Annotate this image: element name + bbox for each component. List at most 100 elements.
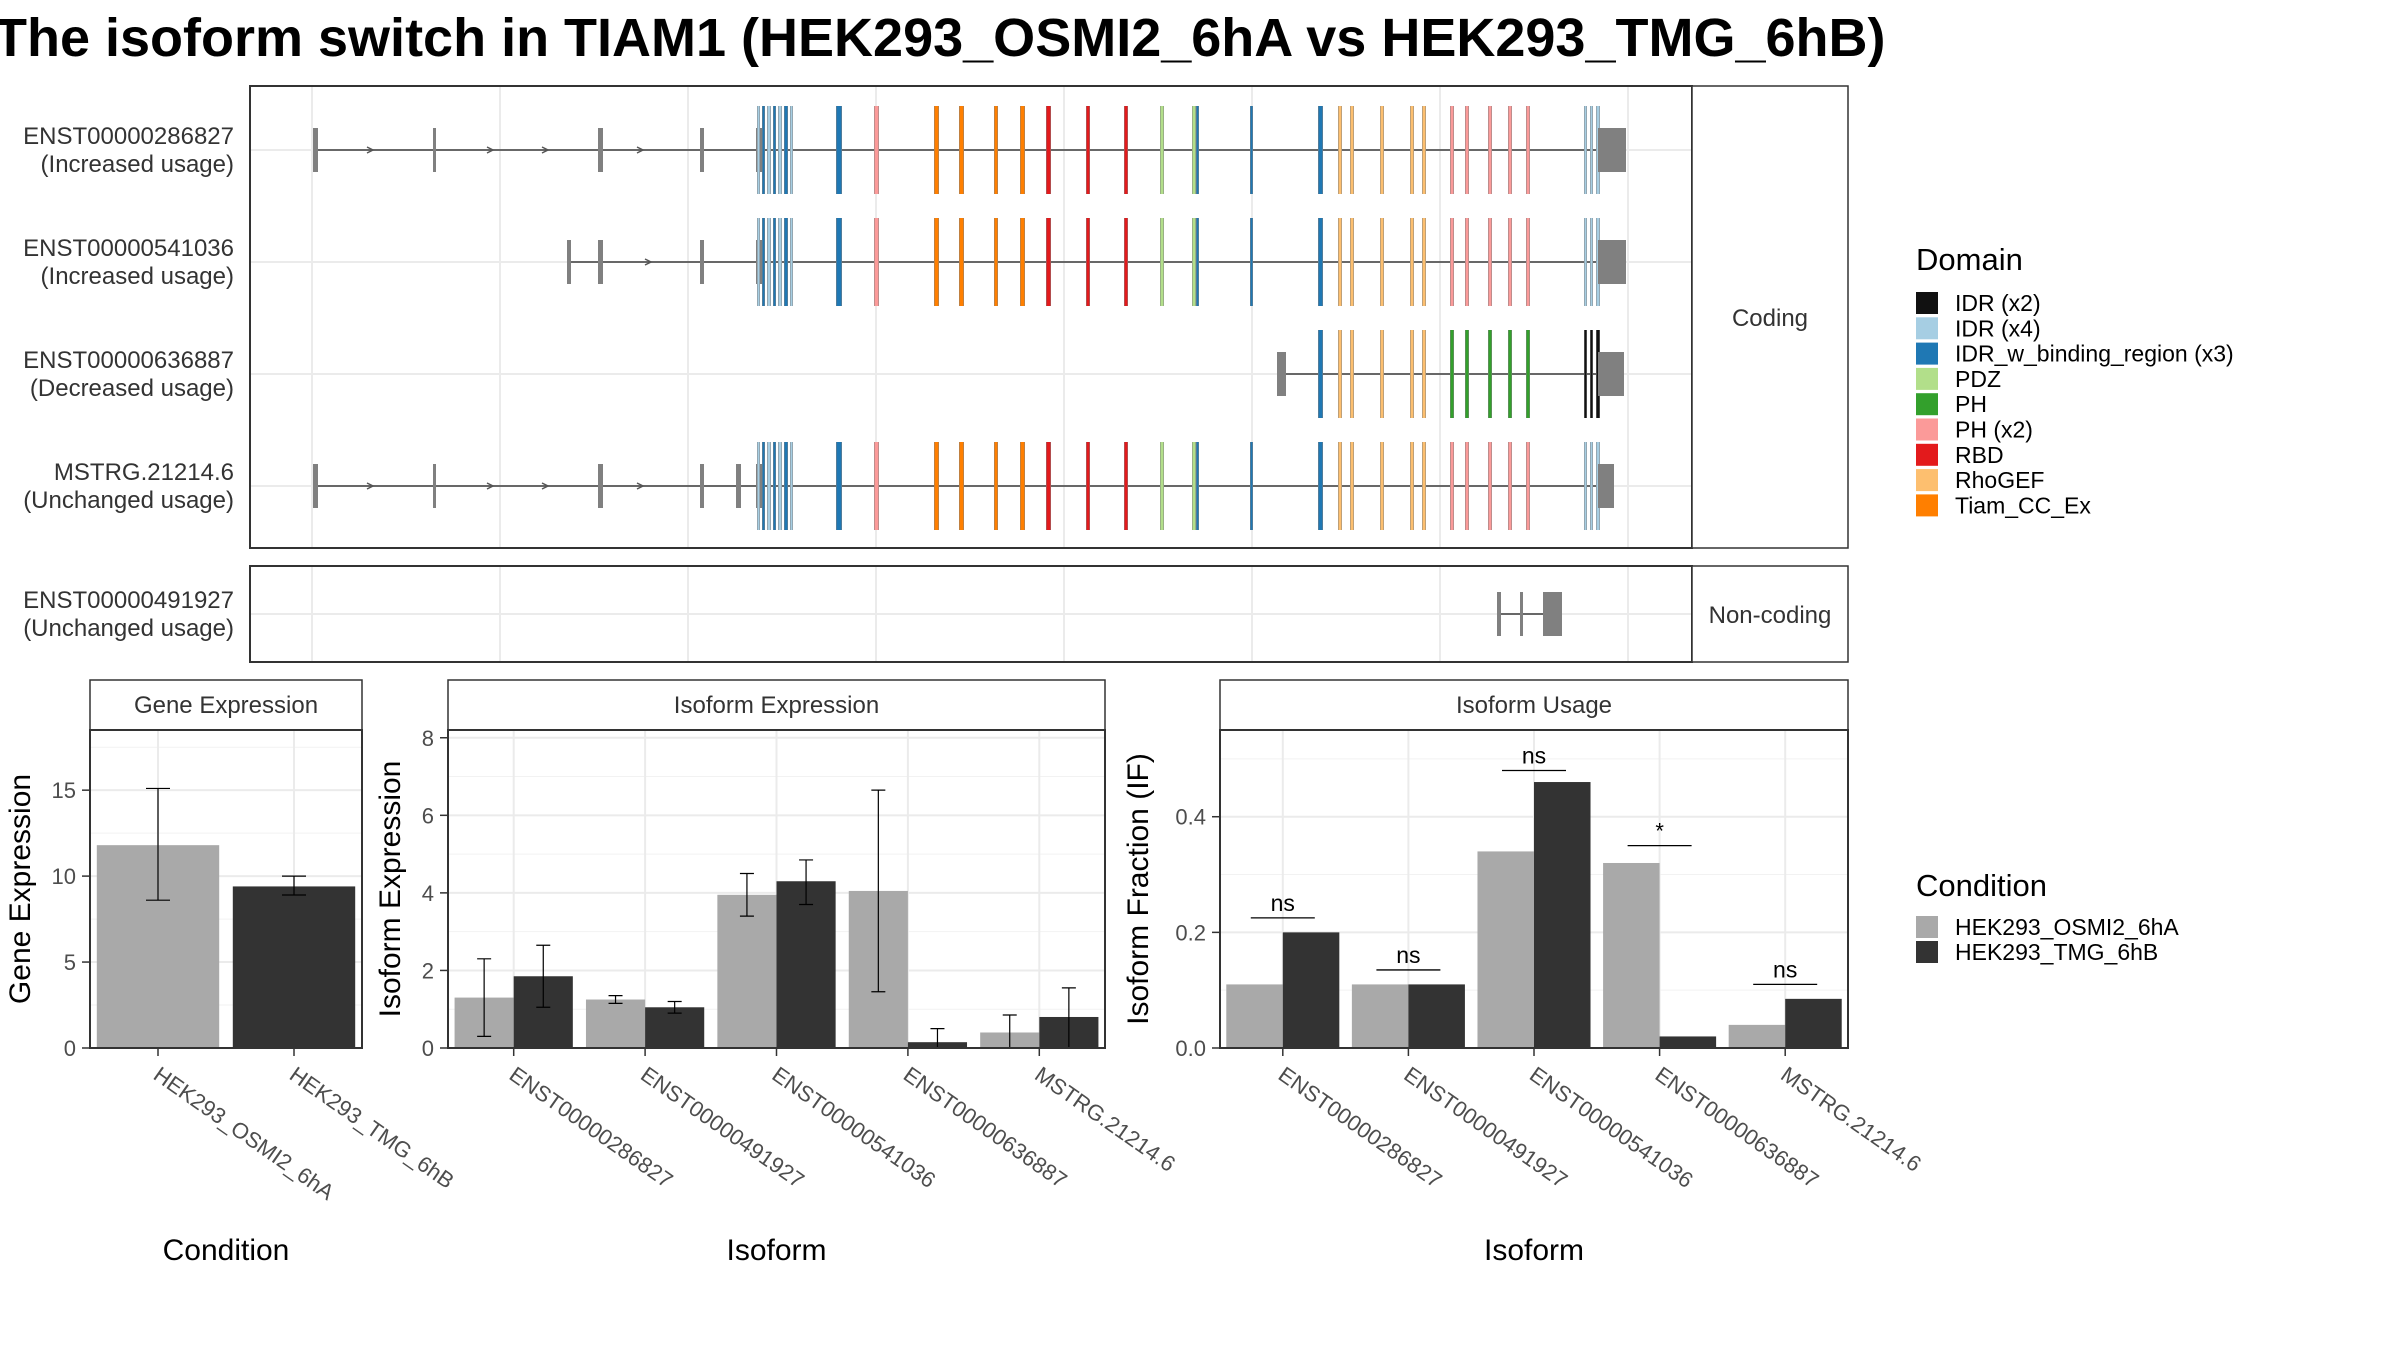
legend-swatch (1916, 367, 1938, 390)
error-bar (799, 859, 814, 906)
bar (776, 881, 836, 1048)
legend-label: PH (x2) (1955, 417, 2033, 443)
exon (433, 464, 436, 508)
y-tick-label: 4 (422, 881, 434, 906)
domain-band (790, 106, 793, 194)
domain-band (762, 442, 765, 530)
domain-band (1584, 218, 1587, 306)
domain-band (1160, 106, 1164, 194)
bar (1659, 1036, 1717, 1048)
domain-band (994, 106, 998, 194)
transcript-row: ENST00000636887(Decreased usage) (23, 330, 1624, 418)
domain-band (1380, 330, 1384, 418)
utr-exon (1598, 128, 1626, 172)
facet-strip-label: Non-coding (1709, 602, 1832, 629)
bar (232, 886, 356, 1048)
domain-band (959, 442, 964, 530)
transcript-id-label: ENST00000636887 (23, 347, 234, 374)
domain-band (773, 106, 776, 194)
legend-swatch (1916, 342, 1938, 365)
domain-band (1590, 106, 1593, 194)
legend-swatch (1916, 469, 1938, 492)
error-bar (667, 1000, 682, 1014)
utr-exon (1598, 464, 1614, 508)
domain-band (1450, 442, 1454, 530)
domain-band (1465, 218, 1469, 306)
y-tick-label: 0 (64, 1036, 76, 1061)
domain-band (994, 218, 998, 306)
domain-band (959, 106, 964, 194)
direction-arrow-icon (486, 146, 495, 154)
transcript-row: MSTRG.21214.6(Unchanged usage) (23, 442, 1614, 530)
y-tick-label: 5 (64, 950, 76, 975)
y-axis-label: Isoform Fraction (IF) (1122, 753, 1155, 1025)
transcript-id-label: MSTRG.21214.6 (54, 459, 234, 486)
error-bar (477, 958, 492, 1037)
domain-band (757, 218, 760, 306)
legend-swatch (1916, 941, 1938, 963)
exon (313, 464, 318, 508)
chart-title: Gene Expression (134, 692, 318, 719)
y-tick-label: 10 (52, 864, 76, 889)
domain-band (1192, 106, 1196, 194)
y-tick-label: 0.4 (1175, 805, 1206, 830)
domain-band (1410, 442, 1414, 530)
panel-border (447, 729, 1106, 1049)
domain-band (1250, 442, 1253, 530)
bar (1603, 862, 1660, 1048)
y-tick-label: 2 (422, 958, 434, 983)
domain-band (1508, 106, 1512, 194)
domain-band (836, 106, 842, 194)
significance-label: ns (1522, 742, 1546, 768)
transcript-structure-coding-panel: ENST00000286827(Increased usage) ENST0000… (23, 85, 1849, 549)
domain-band (1020, 106, 1025, 194)
domain-band (1590, 330, 1593, 418)
domain-band (1046, 218, 1051, 306)
domain-band (1590, 442, 1593, 530)
direction-arrow-icon (636, 482, 645, 490)
domain-band (1488, 106, 1492, 194)
direction-arrow-icon (541, 482, 550, 490)
utr-exon (1598, 352, 1624, 396)
y-tick-label: 0.2 (1175, 920, 1206, 945)
transcript-usage-label: (Increased usage) (41, 151, 234, 178)
domain-band (1046, 106, 1051, 194)
domain-band (1450, 218, 1454, 306)
domain-band (757, 442, 760, 530)
bar (1408, 984, 1465, 1048)
y-axis-label: Isoform Expression (374, 761, 407, 1018)
transcript-row: ENST00000286827(Increased usage) (23, 106, 1626, 194)
y-axis-label: Gene Expression (4, 774, 37, 1004)
domain-band (1410, 330, 1414, 418)
exon (1520, 592, 1523, 636)
direction-arrow-icon (541, 146, 550, 154)
domain-band (773, 442, 776, 530)
domain-legend-title: Domain (1916, 242, 2023, 277)
legend-label: RBD (1955, 442, 2004, 468)
domain-band (767, 106, 771, 194)
direction-arrow-icon (486, 482, 495, 490)
condition-legend-title: Condition (1916, 868, 2047, 903)
domain-band (874, 442, 879, 530)
exon (567, 240, 571, 284)
exon (313, 128, 318, 172)
domain-band (1526, 218, 1530, 306)
domain-band (773, 218, 776, 306)
domain-band (1338, 442, 1342, 530)
panel-background (249, 85, 1693, 549)
domain-band (767, 442, 771, 530)
domain-band (1526, 442, 1530, 530)
domain-band (1350, 218, 1354, 306)
exon (700, 464, 704, 508)
domain-band (1450, 330, 1454, 418)
domain-band (1422, 330, 1426, 418)
legend-label: PDZ (1955, 366, 2001, 392)
domain-band (1508, 218, 1512, 306)
domain-band (1584, 442, 1587, 530)
legend-label: IDR (x2) (1955, 290, 2041, 316)
domain-band (1488, 330, 1492, 418)
legend-swatch (1916, 317, 1938, 340)
exon (598, 128, 603, 172)
legend-label: RhoGEF (1955, 467, 2044, 493)
domain-band (1526, 106, 1530, 194)
